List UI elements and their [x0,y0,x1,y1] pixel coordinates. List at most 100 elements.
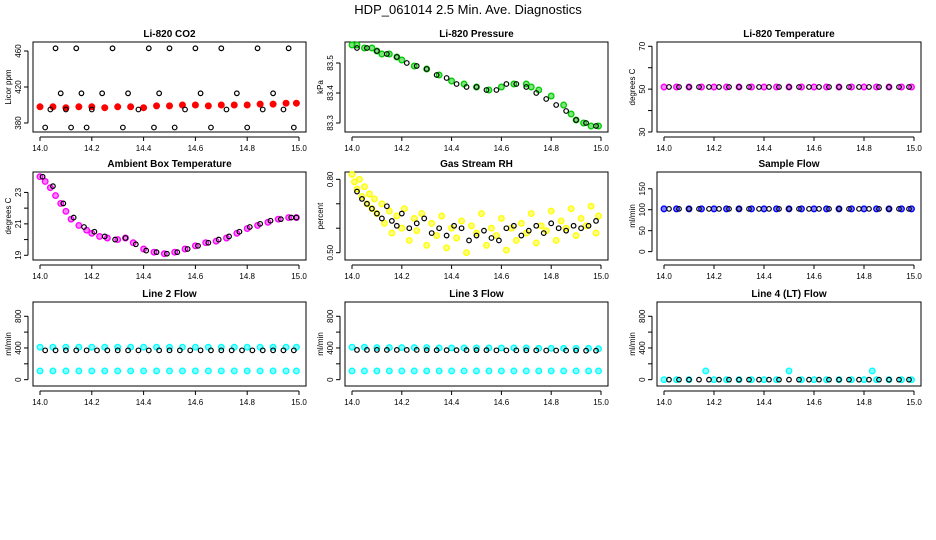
data-point [400,205,408,213]
data-point [756,84,762,90]
data-point [36,367,44,375]
data-point [423,241,431,249]
data-point [836,84,842,90]
y-axis-label: degrees C [628,68,637,105]
data-point [886,84,892,90]
data-point [786,205,792,212]
data-point [478,210,485,218]
data-point [228,347,235,354]
data-point [483,347,490,354]
data-point [563,347,570,354]
data-point [806,205,812,212]
plot-frame [32,41,307,133]
data-point [101,367,109,375]
x-tick-label: 14.2 [84,272,100,281]
data-point [282,367,290,375]
data-point [249,347,256,354]
data-point [73,347,80,354]
data-point [492,232,500,240]
data-point [473,84,480,90]
data-point [497,367,505,375]
data-point [537,222,545,230]
data-point [547,367,555,375]
plot-frame [344,171,609,261]
plot-frame [32,301,307,387]
data-point [585,367,592,375]
data-point [776,205,782,212]
data-point [660,205,668,213]
data-point [153,367,160,375]
data-point [746,376,752,383]
data-point [374,48,380,54]
x-tick-label: 14.6 [188,144,204,153]
data-point [573,117,579,123]
chart-title: Line 2 Flow [142,289,197,300]
data-point [393,54,400,60]
data-point [398,224,406,232]
data-point [156,90,163,97]
data-point [246,224,253,230]
data-point [567,110,575,118]
data-point [488,235,495,241]
data-point [527,210,535,218]
data-point [243,367,251,375]
data-point [746,84,752,90]
data-point [796,376,802,383]
series-2-5-min [42,347,297,354]
data-point [497,344,505,352]
data-point [458,217,466,225]
data-point [259,106,266,113]
data-point [49,367,57,375]
data-point [886,376,892,383]
x-tick-label: 14.6 [188,272,204,281]
data-point [810,83,818,91]
panel-co2: Li-820 CO2 Licor ppm 14.0 14.2 14.4 14.6 14.8 1… [4,29,307,153]
x-tick-label: 14.0 [344,398,360,407]
data-point [383,51,390,57]
series-1-min-upper [36,343,300,351]
panel-rh: Gas Stream RH percent 14.0 14.2 14.4 14.6 14.8… [316,159,609,281]
data-point [443,244,451,252]
data-point [41,177,49,185]
data-point [383,347,390,353]
data-point [436,225,443,232]
data-point [88,367,96,375]
y-axis-label: ml/min [628,204,637,228]
series-2-5-min-temp [666,84,912,90]
data-point [398,367,406,375]
data-point [510,367,518,375]
chart-title: Sample Flow [758,159,819,170]
chart-title: Li-820 Pressure [439,29,514,40]
plot-frame [32,171,307,261]
series-2-5-min-pressure [354,45,599,129]
data-point [176,347,183,354]
data-point [726,205,732,212]
data-point [393,212,401,220]
data-point [385,207,393,215]
data-point [552,236,560,244]
y-axis-label: kPa [316,80,325,94]
data-point [174,249,181,256]
data-point [746,205,752,212]
y-tick-label: 0.80 [326,171,335,187]
data-point [423,367,431,375]
data-point [204,367,212,375]
data-point [269,367,277,375]
y-tick-label: 0 [638,249,647,254]
data-point [292,367,300,375]
data-point [560,367,568,375]
data-point [463,347,470,354]
data-point [706,84,712,90]
x-tick-label: 14.4 [136,144,152,153]
data-point [361,183,368,191]
data-point [413,220,420,227]
data-point [593,347,599,354]
data-point [63,347,69,354]
data-point [860,205,868,213]
data-point [523,84,530,90]
data-point [896,84,902,90]
data-point [418,210,426,218]
data-point [127,103,135,111]
data-point [513,81,520,87]
data-point [453,234,461,242]
